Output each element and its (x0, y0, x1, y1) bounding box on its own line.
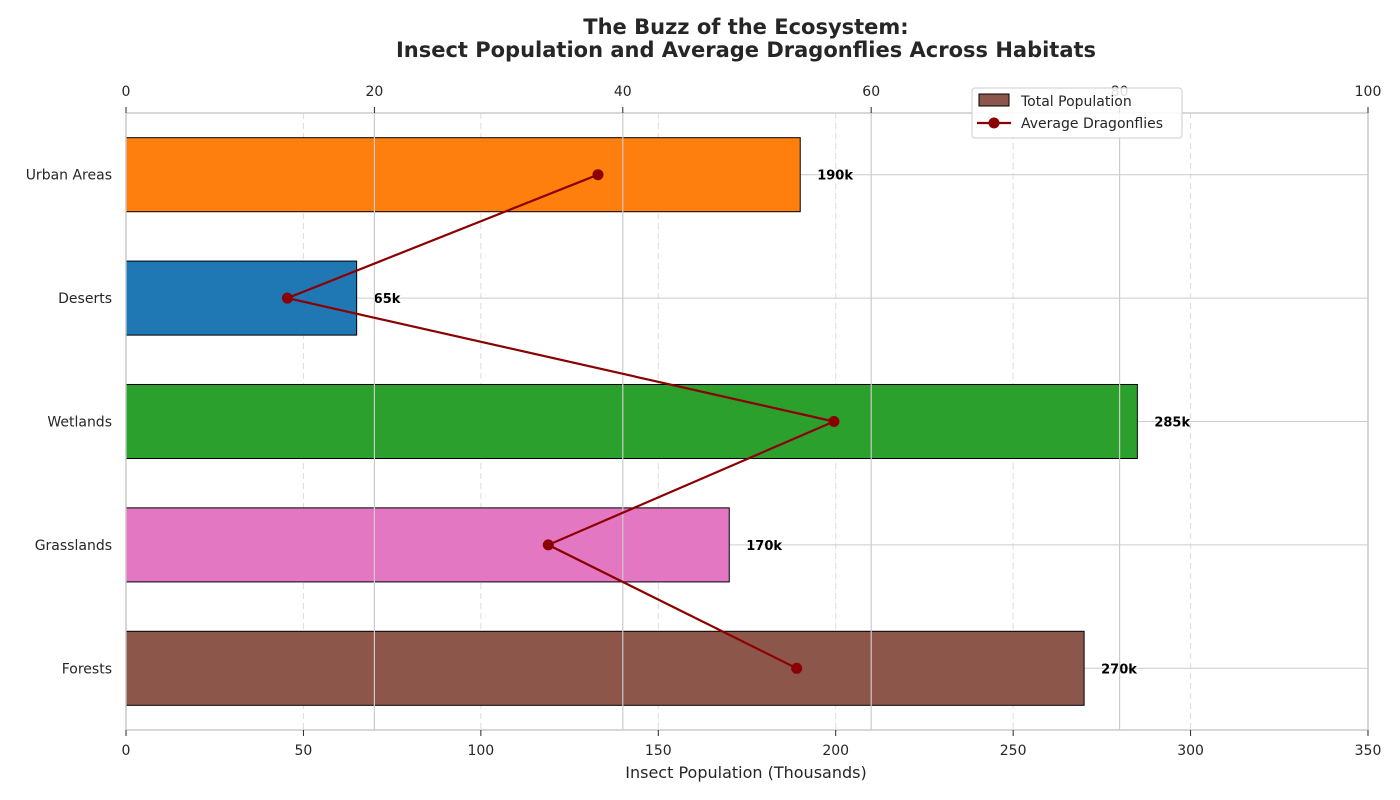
bar-value-label: 65k (374, 292, 401, 307)
chart-title-line-1: The Buzz of the Ecosystem: (583, 15, 908, 39)
legend-swatch-total-population (978, 93, 1010, 107)
bar-forests (125, 630, 1085, 706)
legend-label-total-population: Total Population (1020, 94, 1132, 110)
bars-layer: 190k65k285k170k270k (125, 137, 1190, 706)
category-label: Wetlands (47, 415, 112, 431)
dragonfly-point (592, 169, 604, 181)
bar-value-label: 170k (746, 539, 782, 554)
category-label: Urban Areas (26, 168, 112, 184)
x-tick-label-bottom: 300 (1177, 743, 1204, 759)
x-tick-label-top: 60 (862, 84, 880, 100)
bar-grasslands (125, 507, 730, 583)
x-tick-label-bottom: 200 (822, 743, 849, 759)
dragonfly-point (828, 416, 840, 427)
x-tick-label-bottom: 250 (1000, 743, 1027, 759)
x-tick-label-top: 20 (365, 84, 383, 100)
x-tick-label-top: 100 (1355, 84, 1382, 100)
x-tick-label-bottom: 100 (467, 743, 494, 759)
dragonfly-point (791, 662, 803, 674)
x-tick-label-bottom: 350 (1355, 743, 1382, 759)
legend-marker-average-dragonflies (988, 117, 1000, 129)
x-tick-label-bottom: 150 (645, 743, 672, 759)
x-tick-label-bottom: 50 (295, 743, 313, 759)
bar-deserts (125, 260, 358, 336)
legend: Total Population Average Dragonflies (971, 87, 1183, 139)
legend-box (971, 87, 1183, 139)
category-label: Deserts (58, 291, 112, 307)
x-tick-label-top: 0 (122, 84, 131, 100)
x-axis-label: Insect Population (Thousands) (625, 763, 866, 782)
category-label: Forests (62, 661, 112, 677)
dragonfly-point (281, 292, 293, 304)
category-label: Grasslands (35, 538, 112, 554)
legend-label-average-dragonflies: Average Dragonflies (1021, 116, 1163, 132)
bar-value-label: 190k (817, 169, 853, 184)
bar-wetlands (125, 383, 1138, 460)
x-tick-label-top: 40 (614, 84, 632, 100)
chart-title-line-2: Insect Population and Average Dragonflie… (396, 38, 1096, 62)
bar-value-label: 285k (1154, 416, 1190, 431)
bar-urban-areas (125, 137, 801, 213)
dragonfly-point (542, 539, 554, 551)
dragonfly-line-layer (125, 113, 1369, 730)
x-tick-label-bottom: 0 (122, 743, 131, 759)
